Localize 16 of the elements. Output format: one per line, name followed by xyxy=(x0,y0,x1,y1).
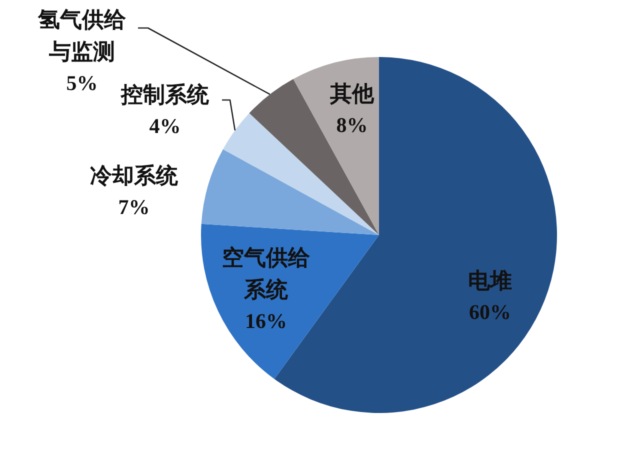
slice-label: 电堆 xyxy=(468,268,512,292)
data-label: 60% xyxy=(469,300,511,324)
slice-label: 控制系统 xyxy=(120,82,210,106)
slice-label: 空气供给系统 xyxy=(222,244,311,302)
data-label: 16% xyxy=(245,309,287,333)
pie-slice xyxy=(201,149,379,235)
data-label: 5% xyxy=(66,71,98,95)
data-label: 4% xyxy=(149,114,181,138)
data-label: 8% xyxy=(336,113,368,137)
data-label: 7% xyxy=(118,195,150,219)
slice-label: 冷却系统 xyxy=(90,162,179,188)
pie-slice xyxy=(249,79,379,235)
pie-slice xyxy=(293,57,379,235)
slice-label: 其他 xyxy=(329,80,375,106)
slice-label: 氢气供给与监测 xyxy=(37,6,127,64)
pie-slice xyxy=(223,113,379,235)
